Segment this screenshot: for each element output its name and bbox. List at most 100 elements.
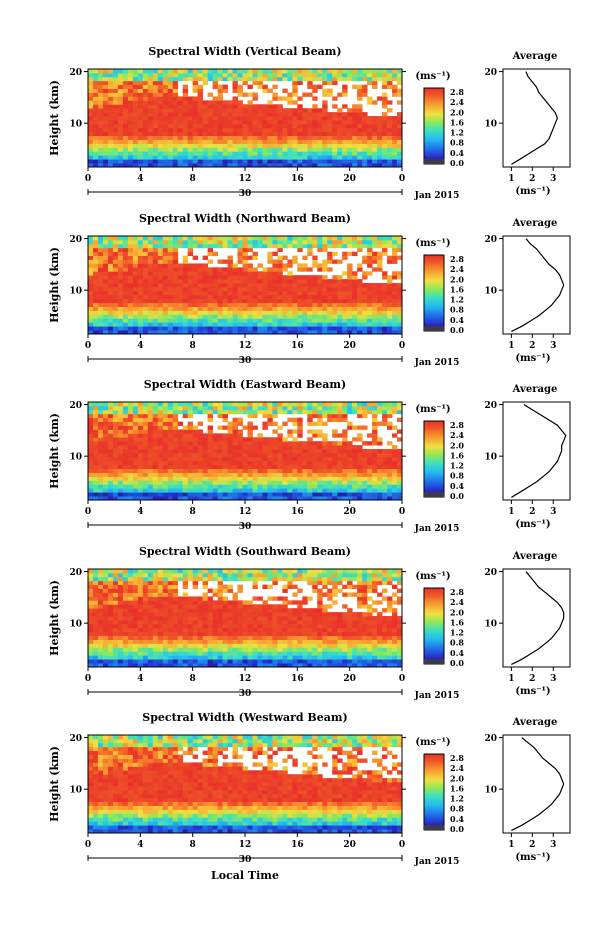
heatmap-cell — [92, 298, 99, 304]
heatmap-cell — [292, 318, 298, 323]
heatmap-cell — [357, 318, 363, 323]
heatmap-cell — [277, 286, 283, 292]
heatmap-cell — [337, 456, 343, 462]
heatmap-cell — [192, 283, 199, 288]
heatmap-cell — [177, 263, 184, 268]
heatmap-cell — [137, 456, 144, 462]
heatmap-cell — [287, 468, 293, 473]
heatmap-cell — [177, 279, 184, 284]
heatmap-cell — [107, 69, 114, 74]
heatmap-cell — [392, 472, 398, 477]
heatmap-cell — [397, 88, 403, 93]
heatmap-cell — [377, 147, 383, 152]
heatmap-cell — [172, 488, 179, 493]
heatmap-cell — [272, 147, 278, 152]
heatmap-cell — [317, 236, 323, 241]
heatmap-cells — [88, 569, 403, 668]
heatmap-cell — [107, 159, 114, 164]
heatmap-cell — [247, 492, 253, 497]
heatmap-cell — [207, 108, 213, 113]
heatmap-cell — [212, 437, 218, 442]
heatmap-cell — [152, 326, 159, 331]
heatmap-cell — [362, 135, 368, 140]
heatmap-cell — [152, 631, 159, 637]
heatmap-cell — [167, 267, 174, 272]
heatmap-cell — [88, 655, 94, 660]
heatmap-cell — [177, 468, 184, 473]
heatmap-cell — [192, 143, 199, 148]
heatmap-cell — [287, 651, 293, 656]
heatmap-cell — [282, 627, 288, 633]
heatmap-cell — [172, 131, 179, 137]
heatmap-cell — [132, 247, 139, 253]
heatmap-cell — [127, 659, 134, 664]
heatmap-cell — [372, 69, 378, 74]
heatmap-cell — [312, 318, 318, 323]
heatmap-cell — [392, 310, 398, 315]
heatmap-cell — [147, 445, 154, 450]
heatmap-cell — [142, 239, 149, 245]
heatmap-cell — [112, 318, 119, 323]
heatmap-cell — [312, 445, 318, 450]
heatmap-cell — [382, 286, 388, 292]
heatmap-cell — [277, 147, 283, 152]
heatmap-cell — [312, 643, 318, 648]
heatmap-cell — [292, 651, 298, 656]
heatmap-cell — [167, 131, 174, 137]
heatmap-cell — [132, 433, 139, 438]
heatmap-cell — [277, 488, 283, 493]
heatmap-cell — [222, 643, 228, 648]
heatmap-cell — [347, 243, 353, 249]
heatmap-cell — [88, 635, 94, 640]
heatmap-cell — [362, 283, 368, 288]
heatmap-cell — [107, 441, 114, 446]
heatmap-cell — [232, 429, 238, 434]
heatmap-cell — [127, 456, 134, 462]
heatmap-cell — [367, 468, 373, 473]
heatmap-cell — [97, 651, 104, 656]
heatmap-cell — [197, 127, 204, 133]
heatmap-cell — [97, 271, 104, 276]
heatmap-cell — [132, 279, 139, 284]
heatmap-cell — [357, 123, 363, 129]
heatmap-cell — [322, 72, 328, 78]
heatmap-cell — [377, 123, 383, 129]
heatmap-cell — [332, 322, 338, 327]
heatmap-cell — [297, 484, 303, 489]
heatmap-cell — [217, 635, 223, 640]
heatmap-cell — [242, 159, 248, 164]
heatmap-cell — [157, 663, 164, 668]
heatmap-cell — [127, 151, 134, 156]
heatmap-cell — [107, 456, 114, 462]
heatmap-cell — [202, 659, 209, 664]
heatmap-cell — [92, 631, 99, 637]
heatmap-cell — [212, 151, 218, 156]
heatmap-cell — [177, 409, 184, 415]
heatmap-cell — [162, 294, 169, 300]
heatmap-cell — [132, 298, 139, 304]
heatmap-cell — [292, 472, 298, 477]
heatmap-cell — [227, 456, 233, 462]
heatmap-cell — [342, 131, 348, 137]
heatmap-cell — [97, 631, 104, 637]
heatmap-cell — [257, 433, 263, 438]
heatmap-cell — [317, 310, 323, 315]
heatmap-cell — [127, 425, 134, 430]
heatmap-cell — [122, 322, 129, 327]
heatmap-cell — [147, 72, 154, 78]
heatmap-cell — [142, 647, 149, 652]
heatmap-cell — [267, 627, 273, 633]
heatmap-cell — [392, 496, 398, 501]
heatmap-cell — [272, 635, 278, 640]
heatmap-cell — [242, 425, 248, 430]
heatmap-cell — [247, 314, 253, 319]
heatmap-cell — [337, 326, 343, 331]
heatmap-cell — [177, 123, 184, 129]
heatmap-cell — [142, 147, 149, 152]
profile-y-tick-label: 20 — [484, 401, 497, 411]
heatmap-cell — [277, 302, 283, 307]
colorbar-unit: (ms⁻¹) — [415, 71, 450, 82]
heatmap-cell — [252, 310, 258, 315]
heatmap-cell — [132, 456, 139, 462]
heatmap-cell — [137, 279, 144, 284]
